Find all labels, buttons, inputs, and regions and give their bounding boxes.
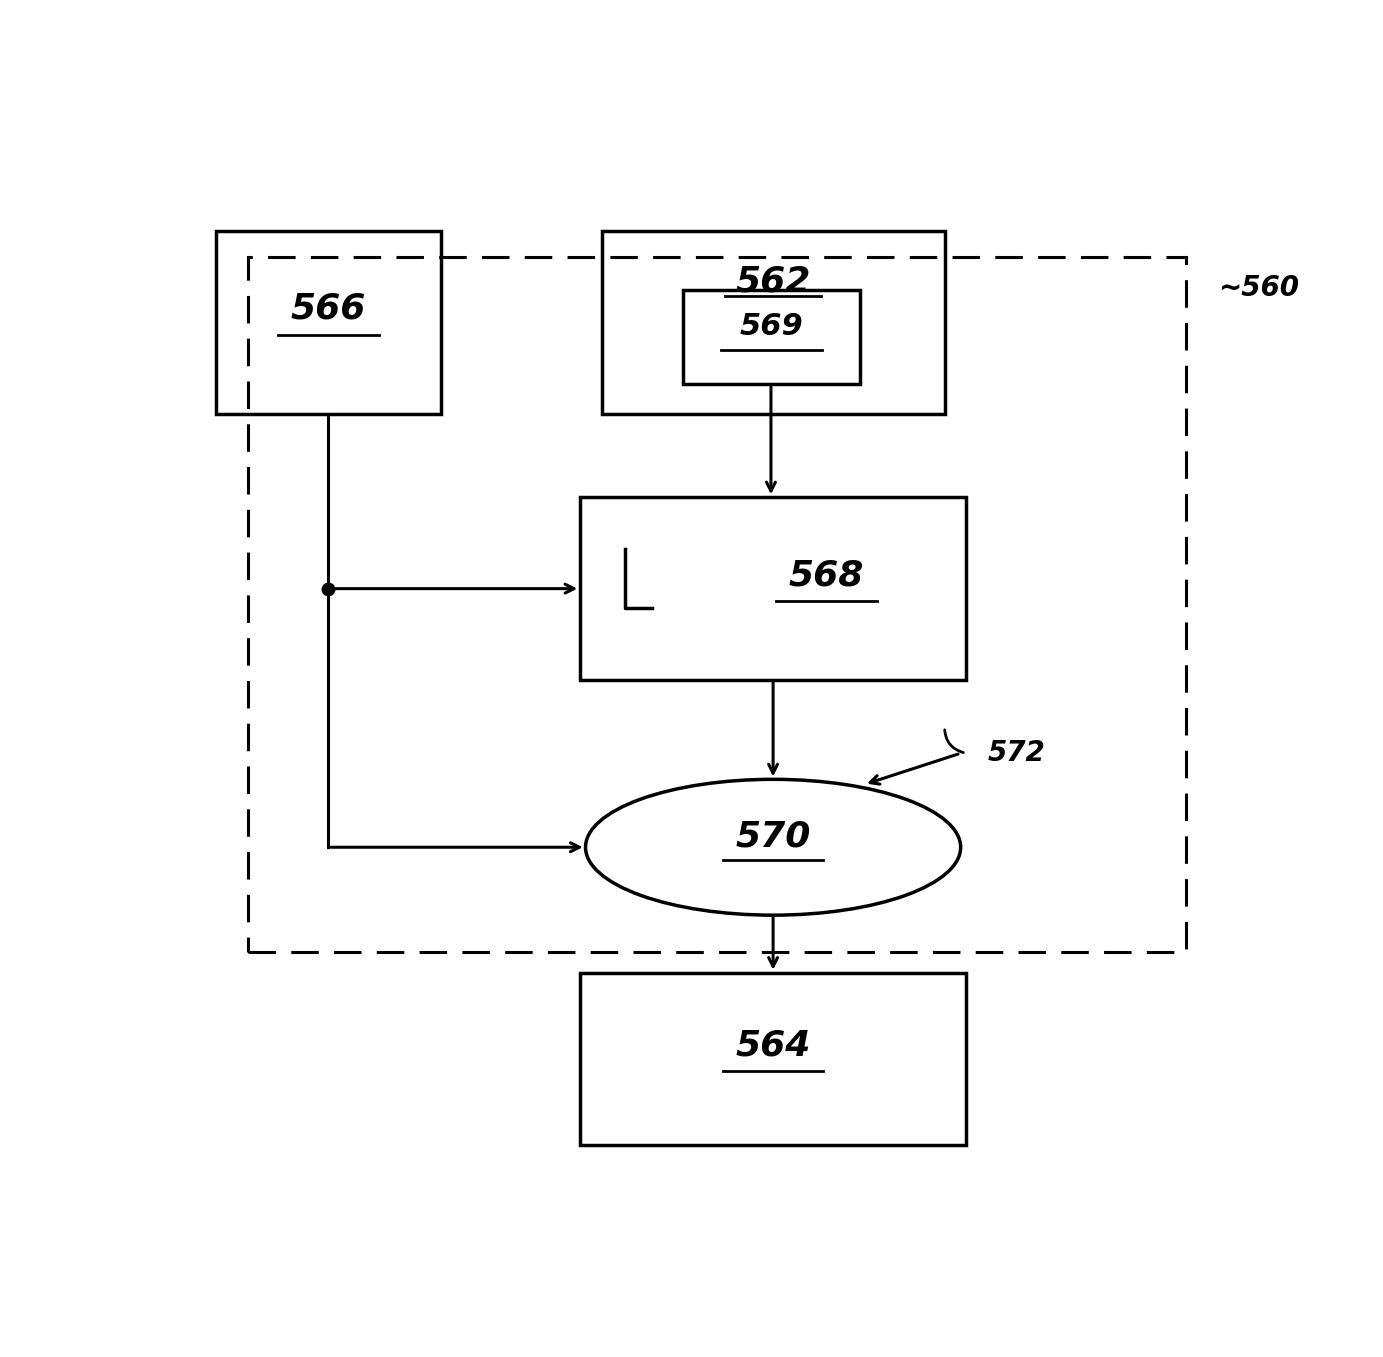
- FancyBboxPatch shape: [581, 973, 965, 1145]
- Text: 568: 568: [788, 558, 864, 592]
- Ellipse shape: [585, 779, 961, 915]
- Text: 562: 562: [736, 265, 810, 299]
- Text: 564: 564: [736, 1029, 810, 1063]
- Text: 569: 569: [740, 312, 804, 342]
- FancyBboxPatch shape: [216, 231, 441, 414]
- FancyBboxPatch shape: [581, 497, 965, 680]
- FancyBboxPatch shape: [602, 231, 945, 414]
- Text: ~560: ~560: [1218, 274, 1299, 303]
- Text: 570: 570: [736, 820, 810, 854]
- Text: 572: 572: [987, 740, 1046, 767]
- Text: 566: 566: [290, 292, 366, 326]
- FancyBboxPatch shape: [683, 290, 860, 384]
